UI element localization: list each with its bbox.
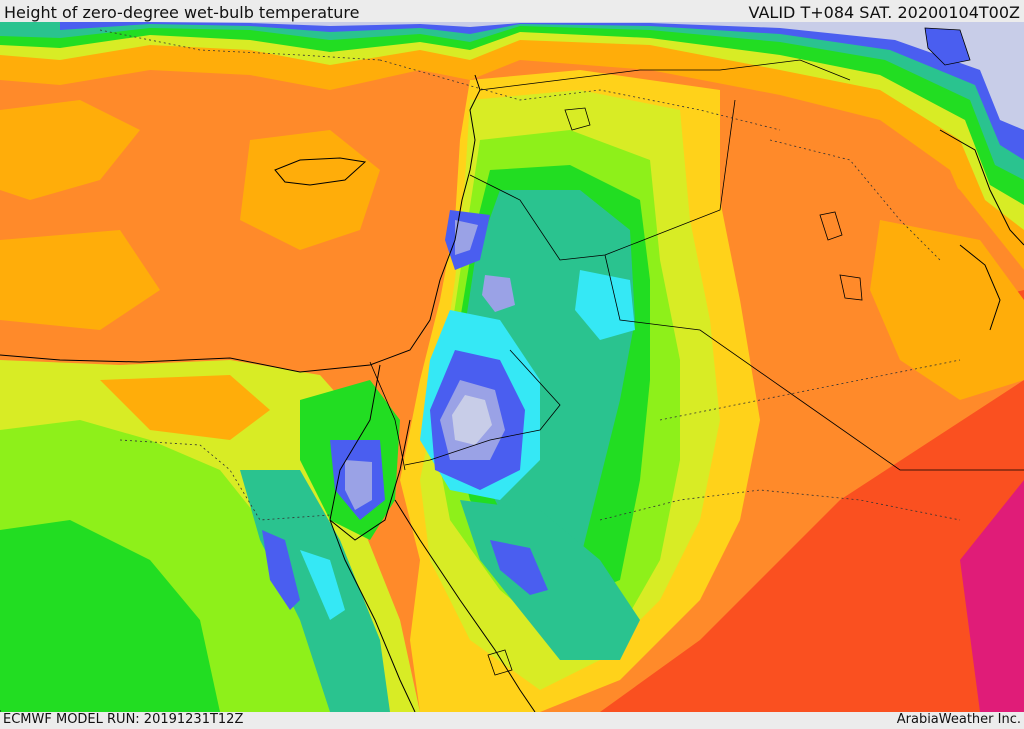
zone-redsea-cyan (300, 550, 345, 620)
zone-med-patch-b (240, 130, 380, 250)
north-internal-boundary (99, 29, 381, 61)
lake-van (924, 27, 971, 66)
sinai-coastline (329, 364, 411, 541)
zone-lebanon-lavender (482, 275, 515, 312)
zone-jordan-lowest (452, 395, 492, 445)
redsea-west-coast (329, 519, 416, 712)
zone-redsea-blue-a (262, 530, 300, 610)
map-title: Height of zero-degree wet-bulb temperatu… (4, 3, 360, 22)
zone-sinai-lavender (345, 460, 372, 510)
header-bar: Height of zero-degree wet-bulb temperatu… (0, 0, 1024, 22)
iraq-internal-boundary (769, 139, 941, 261)
zone-north-orange (0, 22, 1024, 270)
model-run: ECMWF MODEL RUN: 20191231T12Z (3, 712, 244, 727)
weather-map[interactable] (0, 22, 1024, 712)
lake-c (839, 274, 863, 301)
map-canvas (0, 22, 1024, 712)
zone-hejaz-teal (460, 500, 640, 660)
redsea-east-coast (394, 499, 536, 712)
turkey-syria-border (479, 59, 851, 91)
zone-egypt-orange (100, 375, 270, 440)
saudi-internal-boundary-b (659, 359, 961, 421)
lake-a (564, 107, 591, 131)
cyprus-outline (274, 157, 367, 186)
iraq-saudi-border (604, 254, 1024, 471)
zone-med-patch-a (0, 100, 140, 200)
zone-hejaz-blue (490, 540, 548, 595)
egypt-internal-boundary (119, 439, 331, 521)
turkey-internal-boundary (379, 59, 781, 131)
zone-arabia-magenta (960, 480, 1024, 712)
zone-arabia-red (600, 380, 1024, 712)
valid-time: VALID T+084 SAT. 20200104T00Z (748, 3, 1020, 22)
egypt-israel-border (369, 361, 406, 471)
syria-border (469, 99, 736, 261)
footer-bar: ECMWF MODEL RUN: 20191231T12Z ArabiaWeat… (0, 712, 1024, 729)
lake-b (819, 211, 843, 241)
island-a (487, 649, 513, 676)
caspian-coast (939, 129, 1024, 246)
credit: ArabiaWeather Inc. (896, 712, 1021, 727)
levant-coastline (0, 74, 481, 373)
zone-med-patch-c (0, 230, 160, 330)
gulf-coast (959, 244, 1001, 331)
zone-sudan-green (0, 520, 220, 712)
zone-redsea-west-teal (240, 470, 390, 712)
zone-jordan-cyan-a (575, 270, 635, 340)
zone-lebanon-lavender-b (455, 220, 478, 255)
jordan-saudi-border (404, 349, 561, 466)
